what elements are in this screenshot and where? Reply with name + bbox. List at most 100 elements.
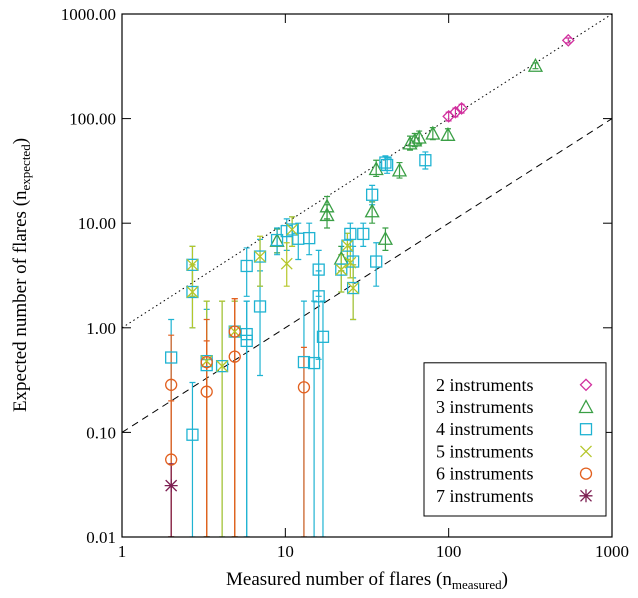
error-bar — [219, 300, 226, 537]
point — [379, 156, 392, 169]
point — [186, 258, 199, 271]
point — [370, 255, 383, 268]
x-tick-label: 100 — [436, 542, 462, 561]
point — [186, 258, 199, 271]
y-tick-label: 1000.00 — [61, 5, 116, 24]
point — [357, 227, 370, 241]
point — [186, 286, 199, 298]
error-bar — [373, 242, 380, 287]
legend-label: 4 instruments — [436, 419, 534, 439]
point — [215, 359, 229, 373]
point — [312, 290, 325, 303]
point — [341, 239, 354, 252]
point — [344, 256, 357, 269]
point — [380, 158, 394, 172]
axes: 1 10 100 1000 0.01 0.10 1.00 10.00 100.00 1000.00 — [61, 5, 629, 561]
y-tick-label: 0.01 — [86, 528, 116, 547]
reference-lines — [122, 14, 612, 433]
y-axis-label-main: Expected number of flares (n — [10, 190, 31, 412]
legend-label: 6 instruments — [436, 464, 534, 484]
point — [165, 378, 178, 391]
x-axis-label-sub: measured — [452, 577, 502, 592]
error-bar — [306, 222, 313, 256]
y-tick-label: 1.00 — [86, 319, 116, 338]
point — [186, 285, 199, 299]
point — [297, 355, 311, 369]
error-bar — [168, 463, 175, 537]
x-tick-label: 10 — [277, 542, 294, 561]
point — [269, 232, 285, 247]
point — [254, 250, 266, 263]
point — [344, 227, 357, 241]
point — [253, 300, 267, 313]
legend-marker — [580, 445, 592, 458]
error-bar — [243, 247, 250, 297]
point — [307, 356, 321, 370]
point — [280, 257, 293, 270]
point — [165, 351, 178, 364]
legend-box — [423, 362, 607, 517]
point — [285, 223, 299, 236]
legend-marker — [579, 378, 593, 392]
point — [365, 188, 379, 201]
point — [527, 57, 544, 72]
point — [270, 233, 284, 247]
legend-marker — [578, 399, 594, 414]
point — [346, 281, 360, 295]
point — [316, 330, 330, 343]
point — [319, 198, 335, 213]
y-tick-label: 10.00 — [78, 214, 116, 233]
legend-label: 3 instruments — [436, 397, 534, 417]
point — [303, 231, 316, 245]
legend-label: 7 instruments — [436, 486, 534, 506]
error-bar — [311, 300, 318, 537]
point — [455, 102, 469, 115]
y-axis-label-sub: expected — [18, 144, 33, 191]
error-bar — [360, 222, 367, 248]
point — [200, 358, 213, 372]
error-bar — [300, 346, 307, 537]
point — [440, 126, 456, 141]
point — [391, 162, 408, 177]
legend-marker — [579, 423, 593, 436]
point — [200, 385, 213, 398]
point — [419, 154, 432, 167]
legend-marker — [579, 489, 593, 503]
point — [346, 255, 360, 268]
error-bar — [231, 298, 238, 537]
error-bar — [189, 381, 196, 537]
point — [341, 239, 354, 252]
points — [164, 33, 575, 493]
point — [411, 129, 427, 144]
point — [164, 479, 178, 493]
point — [335, 263, 348, 276]
reference-line — [122, 118, 612, 433]
error-bar — [274, 227, 281, 256]
point — [312, 263, 325, 276]
x-tick-label: 1000 — [595, 542, 629, 561]
point — [200, 355, 213, 369]
legend-label: 2 instruments — [436, 375, 534, 395]
point — [165, 453, 178, 466]
x-axis-label: Measured number of flares (nmeasured) — [226, 569, 508, 592]
point — [297, 381, 311, 394]
y-tick-label: 100.00 — [69, 110, 116, 129]
point — [407, 132, 423, 147]
point — [335, 263, 348, 276]
legend-marker — [579, 467, 593, 480]
point — [216, 360, 229, 373]
point — [286, 223, 299, 236]
point — [319, 207, 335, 222]
x-axis-label-main: Measured number of flares (n — [226, 569, 452, 590]
plot-frame — [121, 13, 613, 538]
error-bar — [243, 300, 250, 537]
legend-label: 5 instruments — [436, 441, 534, 461]
point — [240, 334, 253, 348]
x-axis-label-end: ) — [502, 569, 508, 590]
point — [347, 282, 360, 294]
error-bar — [257, 235, 264, 287]
error-bar — [565, 37, 572, 44]
point — [377, 230, 394, 245]
point — [449, 105, 462, 119]
